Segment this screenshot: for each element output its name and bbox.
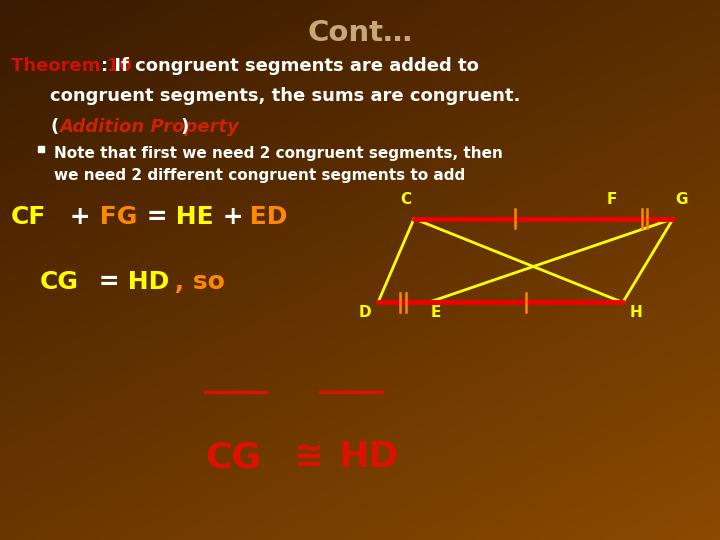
Text: E: E: [431, 305, 441, 320]
Text: D: D: [359, 305, 372, 320]
Text: +: +: [61, 205, 91, 229]
Text: Theorem 10: Theorem 10: [11, 57, 132, 75]
Text: =: =: [90, 270, 120, 294]
Text: =: =: [138, 205, 168, 229]
Text: ): ): [180, 118, 188, 136]
Text: ED: ED: [241, 205, 287, 229]
Text: Cont…: Cont…: [307, 19, 413, 47]
Text: C: C: [400, 192, 411, 207]
Text: +: +: [214, 205, 243, 229]
Text: G: G: [675, 192, 688, 207]
Text: Addition Property: Addition Property: [59, 118, 239, 136]
Text: H: H: [629, 305, 642, 320]
Text: FG: FG: [91, 205, 138, 229]
Text: HD: HD: [119, 270, 169, 294]
Text: Note that first we need 2 congruent segments, then: Note that first we need 2 congruent segm…: [54, 146, 503, 161]
Text: : If congruent segments are added to: : If congruent segments are added to: [101, 57, 479, 75]
Text: ≅: ≅: [281, 440, 336, 474]
Text: congruent segments, the sums are congruent.: congruent segments, the sums are congrue…: [50, 87, 521, 105]
Text: CG: CG: [205, 440, 261, 474]
Text: we need 2 different congruent segments to add: we need 2 different congruent segments t…: [54, 168, 465, 184]
Text: CG: CG: [40, 270, 78, 294]
Text: F: F: [607, 192, 617, 207]
Text: CF: CF: [11, 205, 46, 229]
Text: HE: HE: [167, 205, 214, 229]
Text: , so: , so: [166, 270, 225, 294]
Text: HD: HD: [338, 440, 399, 474]
Text: (: (: [50, 118, 58, 136]
